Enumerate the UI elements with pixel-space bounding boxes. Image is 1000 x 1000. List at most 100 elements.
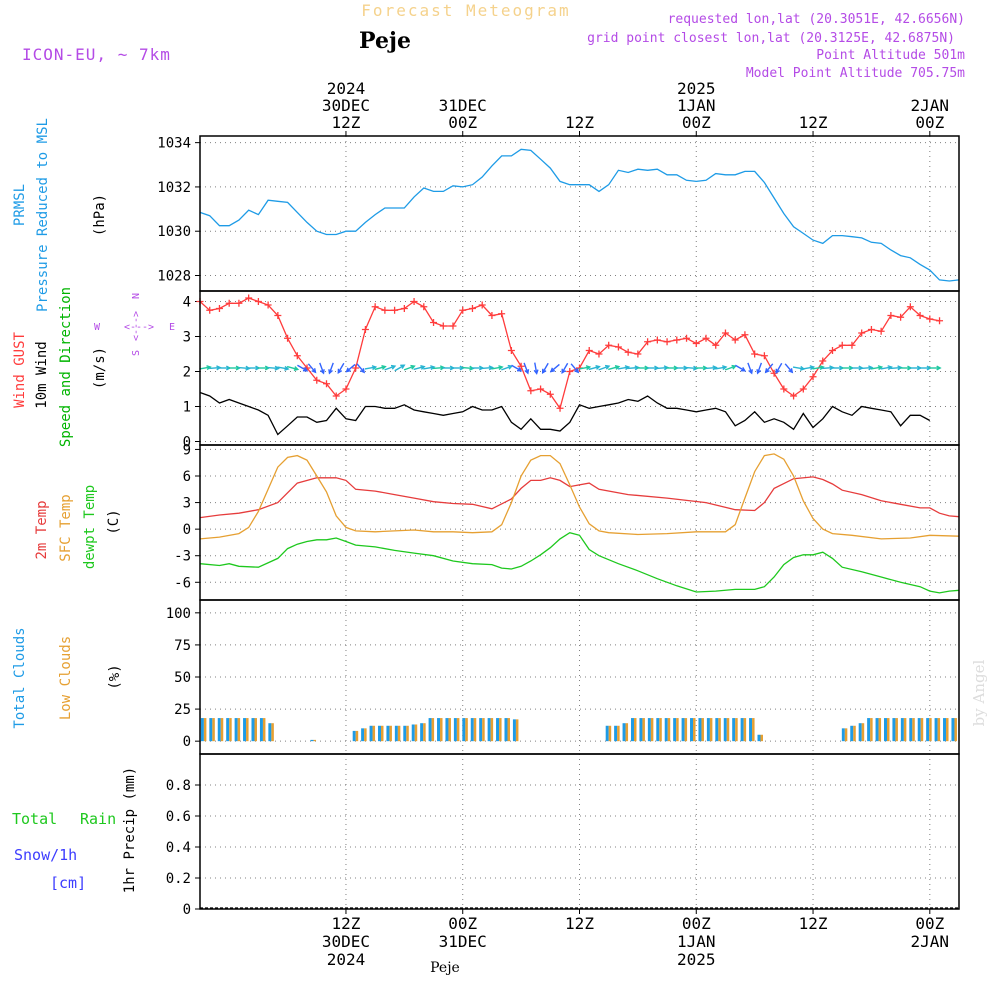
rain-label: Rain — [80, 810, 116, 828]
wind-direction-arrow — [841, 365, 855, 371]
total-cloud-bar — [496, 718, 500, 742]
wind-direction-arrow — [403, 364, 416, 371]
arrow-shaft — [734, 364, 746, 372]
wind-direction-arrow — [248, 365, 261, 371]
wind-direction-arrow — [462, 365, 475, 371]
gust-marker — [595, 350, 603, 358]
low-cloud-bar — [406, 725, 409, 742]
total-cloud-bar — [437, 718, 441, 742]
total-cloud-bar — [361, 728, 365, 742]
wind-direction-arrow — [812, 365, 825, 371]
top-time-label: 12Z — [332, 113, 361, 132]
wind-direction-arrow — [617, 365, 631, 371]
arrow-head — [360, 368, 366, 374]
total-cloud-bar — [462, 718, 466, 742]
arrow-head — [604, 364, 611, 370]
low-cloud-bar — [448, 718, 451, 742]
gust-marker — [527, 387, 535, 395]
arrow-shaft — [346, 363, 356, 373]
wind-direction-arrow — [598, 364, 611, 371]
low-cloud-bar — [760, 734, 763, 742]
gust-marker — [537, 385, 545, 393]
low-cloud-bar — [465, 718, 468, 742]
wind-direction-arrow — [394, 364, 406, 372]
snow-unit-label: [cm] — [50, 874, 86, 892]
arrow-shaft — [328, 362, 334, 374]
wind-direction-arrow — [286, 365, 300, 372]
low-cloud-bar — [743, 718, 747, 742]
arrow-head — [561, 368, 566, 375]
arrow-shaft — [578, 366, 590, 370]
arrow-head — [740, 366, 747, 372]
arrow-shaft — [337, 362, 345, 374]
total-clouds-label: Total Clouds — [12, 627, 28, 728]
gust-marker — [430, 319, 438, 326]
gust-marker — [673, 336, 681, 344]
arrow-head — [585, 365, 592, 371]
gust-marker — [887, 312, 895, 319]
arrow-shaft — [534, 362, 538, 374]
gust-marker — [663, 338, 671, 346]
total-cloud-bar — [732, 718, 736, 742]
gust-marker — [468, 305, 476, 312]
total-cloud-bar — [470, 718, 474, 742]
wind-direction-arrow — [356, 363, 366, 374]
gust-marker — [478, 301, 486, 309]
low-cloud-bar — [929, 718, 932, 742]
arrow-head — [284, 365, 290, 371]
wind-direction-arrow — [715, 365, 728, 371]
gust-marker — [624, 348, 632, 356]
wind-direction-arrow — [501, 364, 514, 371]
low-cloud-bar — [676, 718, 679, 742]
low-cloud-bar — [364, 728, 367, 742]
wind-gust-label: Wind GUST — [12, 332, 28, 408]
arrow-head — [624, 365, 631, 371]
wind-y-tick-label: 3 — [183, 330, 191, 346]
arrow-head — [756, 369, 762, 375]
total-cloud-bar — [394, 725, 398, 742]
low-cloud-bar — [709, 718, 713, 742]
total-cloud-bar — [445, 718, 449, 742]
gust-marker — [400, 305, 408, 312]
low-cloud-bar — [650, 718, 654, 742]
total-cloud-bar — [614, 725, 618, 742]
gust-marker — [780, 385, 788, 393]
low-cloud-bar — [414, 724, 418, 742]
top-time-label: 1JAN — [677, 96, 716, 115]
wind-direction-arrow — [533, 362, 539, 375]
arrow-head — [712, 365, 718, 371]
wind-direction-arrow — [523, 362, 530, 375]
gust-marker — [897, 313, 905, 321]
total-cloud-bar — [453, 718, 457, 742]
total-cloud-bar — [605, 725, 609, 742]
arrow-head — [809, 365, 816, 371]
wind-direction-arrow — [775, 362, 783, 375]
gust-marker — [848, 341, 856, 349]
compass-east: E — [169, 322, 175, 333]
gust-marker — [838, 341, 846, 349]
low-cloud-bar — [608, 725, 612, 742]
top-time-label: 00Z — [915, 113, 944, 132]
gust-marker — [731, 336, 739, 344]
arrow-head — [498, 365, 504, 371]
compass-west: W — [94, 322, 101, 333]
wind-direction-arrow — [724, 364, 737, 371]
low-cloud-bar — [752, 718, 755, 742]
gust-marker — [692, 340, 700, 347]
low-cloud-bar — [313, 739, 317, 742]
arrow-shaft — [394, 364, 405, 372]
total-precip-label: Total — [12, 810, 57, 828]
wind-direction-arrow — [511, 364, 523, 372]
low-cloud-bar — [633, 718, 637, 742]
gust-marker — [420, 303, 428, 311]
gust-marker — [361, 326, 369, 333]
total-cloud-bar — [681, 718, 685, 742]
arrow-shaft — [550, 363, 560, 373]
arrow-shaft — [561, 362, 569, 374]
wind-direction-arrow — [909, 365, 923, 371]
low-cloud-bar — [693, 718, 696, 742]
arrow-head — [328, 369, 333, 375]
total-cloud-bar — [909, 718, 913, 742]
arrow-shaft — [297, 364, 308, 372]
precip-panel-frame — [199, 753, 960, 910]
